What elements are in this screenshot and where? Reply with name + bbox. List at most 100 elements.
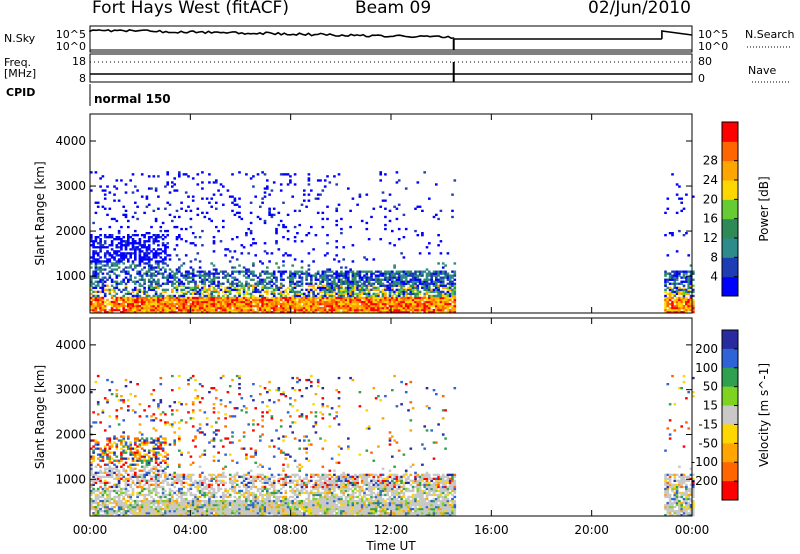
- power-cell: [90, 282, 93, 285]
- velocity-cell: [175, 489, 179, 493]
- power-cell: [678, 290, 681, 294]
- power-cell: [358, 276, 362, 279]
- power-cell: [168, 296, 172, 300]
- power-cell: [127, 280, 130, 283]
- power-cell: [161, 244, 165, 247]
- power-cell: [215, 300, 218, 304]
- power-cell: [108, 276, 112, 279]
- power-cell: [358, 294, 362, 298]
- power-cell: [386, 272, 390, 275]
- power-cell: [388, 302, 392, 306]
- power-cell: [277, 286, 281, 290]
- power-cell: [210, 306, 214, 310]
- power-cell: [335, 298, 339, 302]
- power-cell: [113, 238, 116, 241]
- power-cell: [173, 272, 177, 275]
- power-cell: [432, 298, 436, 302]
- power-cell: [675, 276, 679, 279]
- power-cell: [365, 221, 369, 225]
- power-cell: [154, 300, 158, 304]
- power-cell: [138, 238, 142, 241]
- power-cell: [106, 264, 109, 267]
- power-cell: [418, 280, 422, 283]
- power-cell: [323, 276, 327, 279]
- power-cell: [300, 203, 304, 206]
- velocity-cell: [219, 479, 223, 483]
- power-cell: [374, 286, 378, 290]
- velocity-cell: [217, 505, 220, 509]
- velocity-cell: [147, 499, 151, 503]
- power-cell: [384, 223, 387, 227]
- power-cell: [217, 304, 220, 308]
- power-cell: [173, 276, 177, 279]
- power-cell: [215, 268, 218, 271]
- power-cell: [157, 248, 160, 251]
- power-cell: [124, 304, 128, 308]
- power-cell: [235, 311, 239, 314]
- power-cell: [328, 284, 332, 287]
- power-cell: [92, 244, 95, 247]
- power-cell: [129, 242, 133, 245]
- power-cell: [203, 311, 207, 314]
- power-cell: [354, 308, 357, 312]
- velocity-cell: [191, 510, 195, 513]
- velocity-cell: [108, 475, 112, 479]
- velocity-cell: [138, 469, 142, 472]
- velocity-cell: [210, 499, 214, 503]
- power-cell: [127, 306, 130, 310]
- velocity-cell: [136, 503, 139, 507]
- velocity-cell: [219, 514, 223, 517]
- power-cell: [330, 290, 334, 294]
- power-cell: [446, 252, 450, 255]
- power-cell: [198, 288, 202, 292]
- power-cell: [668, 288, 672, 292]
- velocity-cell: [152, 441, 156, 444]
- power-cell: [191, 278, 195, 281]
- power-cell: [159, 272, 163, 275]
- velocity-cell: [150, 467, 153, 470]
- power-cell: [272, 282, 276, 285]
- power-cell: [110, 248, 114, 251]
- velocity-cell: [171, 489, 174, 493]
- power-cell: [215, 308, 218, 312]
- power-cell: [203, 274, 207, 277]
- power-cell: [117, 250, 121, 253]
- power-cell: [210, 262, 214, 265]
- power-cell: [395, 207, 399, 210]
- power-cell: [386, 300, 390, 304]
- power-cell: [143, 302, 146, 306]
- power-cell: [374, 298, 378, 302]
- velocity-cell: [134, 471, 137, 475]
- power-cell: [404, 296, 408, 300]
- power-cell: [266, 298, 269, 302]
- power-cell: [187, 274, 190, 277]
- velocity-cell: [122, 503, 126, 507]
- power-cell: [423, 282, 427, 285]
- velocity-cell: [212, 501, 216, 505]
- power-cell: [323, 179, 327, 182]
- power-cell: [451, 304, 454, 308]
- power-cell: [189, 298, 193, 302]
- power-cell: [138, 298, 142, 302]
- power-cell: [127, 219, 130, 223]
- power-cell: [444, 302, 447, 306]
- velocity-cell: [161, 459, 165, 462]
- velocity-cell: [191, 401, 195, 404]
- power-cell: [444, 300, 447, 304]
- power-cell: [108, 300, 112, 304]
- power-cell: [404, 306, 408, 310]
- power-cell: [178, 268, 181, 271]
- power-cell: [212, 268, 216, 271]
- velocity-cell: [208, 483, 211, 487]
- power-cell: [208, 276, 211, 279]
- velocity-cell: [108, 493, 112, 497]
- power-cell: [124, 244, 128, 247]
- power-cell: [184, 270, 188, 273]
- velocity-cell: [224, 512, 227, 515]
- power-cell: [231, 304, 234, 308]
- power-cell: [191, 298, 195, 302]
- power-cell: [182, 274, 186, 277]
- velocity-cell: [196, 501, 200, 505]
- power-cell: [430, 278, 434, 281]
- power-cell: [131, 290, 135, 294]
